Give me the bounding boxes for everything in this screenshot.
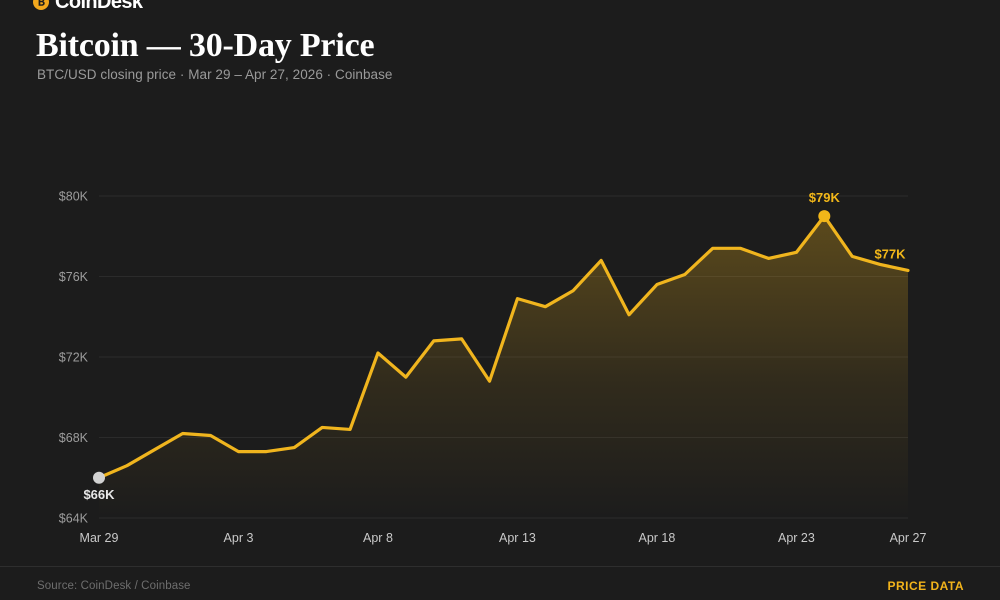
svg-text:$72K: $72K [59, 351, 89, 365]
svg-text:$79K: $79K [809, 190, 841, 205]
svg-text:Apr 13: Apr 13 [499, 531, 536, 545]
chart-line-series [97, 214, 910, 480]
footer-source: Source: CoinDesk / Coinbase [37, 580, 191, 592]
svg-text:Apr 3: Apr 3 [224, 531, 254, 545]
svg-text:Apr 8: Apr 8 [363, 531, 393, 545]
masthead[interactable]: CoinDesk [32, 0, 143, 13]
footer-tag: PRICE DATA [887, 579, 964, 593]
chart-area-fill [99, 216, 908, 518]
x-axis-tick-labels: Mar 29 Apr 3 Apr 8 Apr 13 Apr 18 Apr 23 Apr 27 [80, 531, 927, 545]
svg-text:$64K: $64K [59, 512, 89, 526]
svg-text:Mar 29: Mar 29 [80, 531, 119, 545]
svg-text:Apr 27: Apr 27 [890, 531, 927, 545]
svg-text:$80K: $80K [59, 190, 89, 204]
svg-text:Apr 23: Apr 23 [778, 531, 815, 545]
svg-text:$77K: $77K [874, 246, 906, 261]
svg-text:Apr 18: Apr 18 [639, 531, 676, 545]
coindesk-bitcoin-logo-icon [32, 0, 50, 11]
svg-text:$66K: $66K [83, 487, 115, 502]
svg-text:$68K: $68K [59, 431, 89, 445]
page-subtitle: BTC/USD closing price · Mar 29 – Apr 27,… [37, 67, 393, 82]
brand-wordmark: CoinDesk [55, 0, 143, 13]
svg-text:$76K: $76K [59, 270, 89, 284]
page-title: Bitcoin — 30-Day Price [36, 27, 375, 64]
y-axis-tick-labels: $64K $68K $72K $76K $80K [59, 190, 89, 526]
chart-point-markers [93, 210, 831, 484]
footer-divider [0, 566, 1000, 567]
chart-annotations: $66K $79K $77K [83, 190, 906, 502]
